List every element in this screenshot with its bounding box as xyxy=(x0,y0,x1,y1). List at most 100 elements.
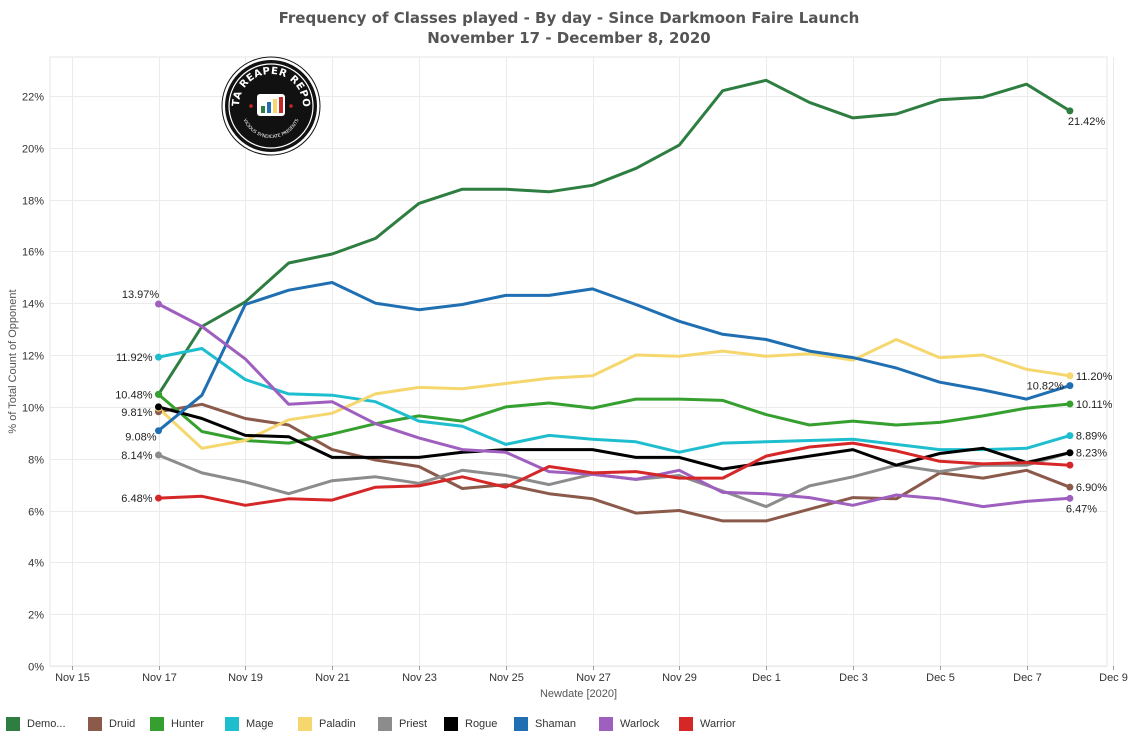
legend-label: Hunter xyxy=(171,718,205,730)
end-label-druid: 6.90% xyxy=(1076,482,1107,494)
chart-title: Frequency of Classes played - By day - S… xyxy=(278,9,860,27)
y-tick-label: 22% xyxy=(22,92,44,104)
legend-label: Paladin xyxy=(319,718,356,730)
end-label-warlock: 6.47% xyxy=(1066,503,1097,515)
start-label-shaman: 9.08% xyxy=(125,432,156,444)
start-label-mage: 11.92% xyxy=(116,352,153,364)
y-tick-label: 16% xyxy=(22,247,44,259)
x-tick-label: Nov 23 xyxy=(402,672,437,684)
end-point xyxy=(1066,461,1074,469)
x-tick-label: Dec 7 xyxy=(1013,672,1042,684)
y-tick-label: 14% xyxy=(22,299,44,311)
series-line-demo xyxy=(157,78,1072,396)
legend-label: Shaman xyxy=(535,718,576,730)
x-tick-label: Nov 27 xyxy=(576,672,611,684)
end-point xyxy=(1066,483,1074,491)
legend-item-warrior[interactable]: Warrior xyxy=(679,717,749,731)
x-axis-title: Newdate [2020] xyxy=(540,688,617,700)
series-line-hunter xyxy=(157,392,1072,445)
legend-swatch xyxy=(514,717,528,731)
x-tick-label: Dec 1 xyxy=(752,672,781,684)
start-label-hunter: 10.48% xyxy=(115,389,153,401)
legend-label: Warlock xyxy=(620,718,660,730)
legend-swatch xyxy=(225,717,239,731)
legend-item-demo[interactable]: Demo... xyxy=(6,717,88,731)
legend-swatch xyxy=(88,717,102,731)
legend-label: Druid xyxy=(109,718,136,730)
y-tick-label: 8% xyxy=(28,455,44,467)
x-tick-label: Dec 9 xyxy=(1099,672,1128,684)
x-tick-label: Nov 25 xyxy=(489,672,524,684)
y-axis-title: % of Total Count of Opponent xyxy=(7,289,19,433)
legend: Demo... Druid Hunter Mage Paladin Priest Rogue… xyxy=(6,716,749,732)
end-label-demo: 21.42% xyxy=(1068,116,1106,128)
x-tick-label: Nov 17 xyxy=(142,672,177,684)
legend-item-shaman[interactable]: Shaman xyxy=(514,717,599,731)
legend-label: Priest xyxy=(399,718,428,730)
legend-item-warlock[interactable]: Warlock xyxy=(599,717,679,731)
start-label-druid: 9.81% xyxy=(121,407,152,419)
legend-swatch xyxy=(378,717,392,731)
start-point xyxy=(155,427,162,435)
y-tick-label: 4% xyxy=(28,558,44,570)
legend-swatch xyxy=(444,717,458,731)
end-point xyxy=(1066,400,1074,408)
series-line-mage xyxy=(157,347,1072,454)
legend-swatch xyxy=(679,717,693,731)
end-point xyxy=(1066,494,1074,502)
x-tick-label: Dec 3 xyxy=(839,672,868,684)
legend-label: Demo... xyxy=(27,718,66,730)
start-point xyxy=(155,353,162,361)
legend-item-paladin[interactable]: Paladin xyxy=(298,717,378,731)
end-point xyxy=(1066,107,1074,115)
legend-item-mage[interactable]: Mage xyxy=(225,717,298,731)
x-tick-label: Nov 19 xyxy=(228,672,263,684)
chart-subtitle: November 17 - December 8, 2020 xyxy=(427,29,711,47)
legend-item-druid[interactable]: Druid xyxy=(88,717,150,731)
start-point xyxy=(155,494,162,502)
y-tick-label: 0% xyxy=(28,662,44,674)
x-tick-label: Nov 29 xyxy=(662,672,697,684)
y-tick-label: 10% xyxy=(22,403,44,415)
legend-label: Mage xyxy=(246,718,274,730)
y-tick-label: 6% xyxy=(28,507,44,519)
data-reaper-logo: DATA REAPER REPORT VICIOUS SYNDICATE PRE… xyxy=(217,48,321,156)
end-point xyxy=(1066,372,1074,380)
x-tick-label: Nov 21 xyxy=(315,672,350,684)
series-line-shaman xyxy=(157,281,1072,433)
legend-item-hunter[interactable]: Hunter xyxy=(150,717,225,731)
legend-swatch xyxy=(298,717,312,731)
y-tick-label: 20% xyxy=(22,144,44,156)
start-label-priest: 8.14% xyxy=(121,450,152,462)
legend-item-rogue[interactable]: Rogue xyxy=(444,717,514,731)
end-label-hunter: 10.11% xyxy=(1076,399,1113,411)
series-line-paladin xyxy=(157,338,1072,450)
legend-label: Rogue xyxy=(465,718,498,730)
legend-swatch xyxy=(599,717,613,731)
legend-item-priest[interactable]: Priest xyxy=(378,717,444,731)
x-tick-label: Nov 15 xyxy=(55,672,90,684)
legend-swatch xyxy=(6,717,20,731)
end-point xyxy=(1066,382,1074,390)
legend-swatch xyxy=(150,717,164,731)
end-point xyxy=(1066,449,1074,457)
start-point xyxy=(155,403,162,411)
chart-title-block: Frequency of Classes played - By day - S… xyxy=(0,8,1138,48)
end-label-shaman: 10.82% xyxy=(1027,381,1065,393)
end-label-mage: 8.89% xyxy=(1076,431,1107,443)
start-label-warlock: 13.97% xyxy=(122,289,160,301)
start-point xyxy=(155,451,162,459)
y-tick-label: 18% xyxy=(22,196,44,208)
start-point xyxy=(155,390,162,398)
x-tick-label: Dec 5 xyxy=(926,672,955,684)
series-line-warlock xyxy=(157,302,1072,509)
end-point xyxy=(1066,432,1074,440)
y-tick-label: 12% xyxy=(22,351,44,363)
end-label-rogue: 8.23% xyxy=(1076,448,1107,460)
series-line-warrior xyxy=(157,441,1072,507)
end-label-paladin: 11.20% xyxy=(1076,371,1113,383)
start-label-warrior: 6.48% xyxy=(121,493,152,505)
series-line-rogue xyxy=(157,405,1072,471)
legend-label: Warrior xyxy=(700,718,736,730)
